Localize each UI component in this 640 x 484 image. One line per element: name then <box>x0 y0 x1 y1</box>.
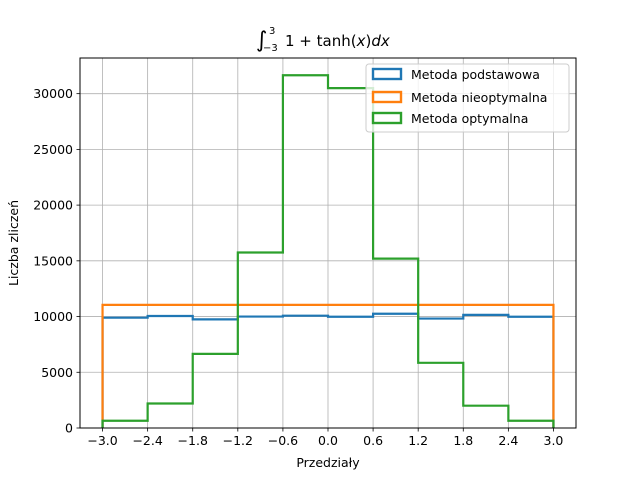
histogram-series-1 <box>101 303 555 428</box>
y-axis-label: Liczba zliczeń <box>6 200 21 286</box>
y-tick-label: 15000 <box>33 253 73 268</box>
histogram-series-0 <box>101 312 555 428</box>
chart-title: ∫ 3 −3 1 + tanh(x)dx <box>256 26 390 54</box>
x-tick-label: 1.8 <box>453 433 473 448</box>
x-axis-label: Przedziały <box>296 455 360 470</box>
x-tick-label: 2.4 <box>498 433 518 448</box>
y-tick-label: 30000 <box>33 86 73 101</box>
legend-box <box>365 63 570 133</box>
x-tick-label: −1.2 <box>223 433 253 448</box>
series-layer <box>101 74 555 428</box>
x-tick-label: 3.0 <box>544 433 564 448</box>
x-tick-label: −0.6 <box>268 433 298 448</box>
x-tick-label: −3.0 <box>87 433 117 448</box>
legend-label-podstawowa: Metoda podstawowa <box>411 67 540 82</box>
tick-layer: −3.0 −2.4 −1.8 −1.2 −0.6 0.0 0.6 1.2 1.8 2.4 3.0 0 5… <box>33 86 563 448</box>
legend-swatch-podstawowa <box>371 67 403 81</box>
histogram-series-2 <box>101 74 555 428</box>
y-tick-label: 10000 <box>33 309 73 324</box>
x-tick-label: −2.4 <box>132 433 162 448</box>
y-tick-label: 20000 <box>33 198 73 213</box>
legend-swatch-nieoptymalna <box>371 90 403 104</box>
legend-swatch-optymalna <box>371 111 403 125</box>
y-tick-label: 25000 <box>33 142 73 157</box>
title-upper-limit: 3 <box>269 26 275 37</box>
x-tick-label: 0.0 <box>318 433 338 448</box>
x-tick-label: 0.6 <box>363 433 383 448</box>
y-tick-label: 0 <box>65 421 73 436</box>
legend-label-optymalna: Metoda optymalna <box>411 111 528 126</box>
y-tick-label: 5000 <box>41 365 73 380</box>
title-lower-limit: −3 <box>263 43 278 54</box>
title-integral-sign: ∫ <box>256 28 267 53</box>
title-body: 1 + tanh(x)dx <box>285 32 390 50</box>
legend: Metoda podstawowa Metoda nieoptymalna Me… <box>365 63 570 133</box>
x-tick-label: −1.8 <box>178 433 208 448</box>
legend-label-nieoptymalna: Metoda nieoptymalna <box>411 90 547 105</box>
x-tick-label: 1.2 <box>408 433 428 448</box>
